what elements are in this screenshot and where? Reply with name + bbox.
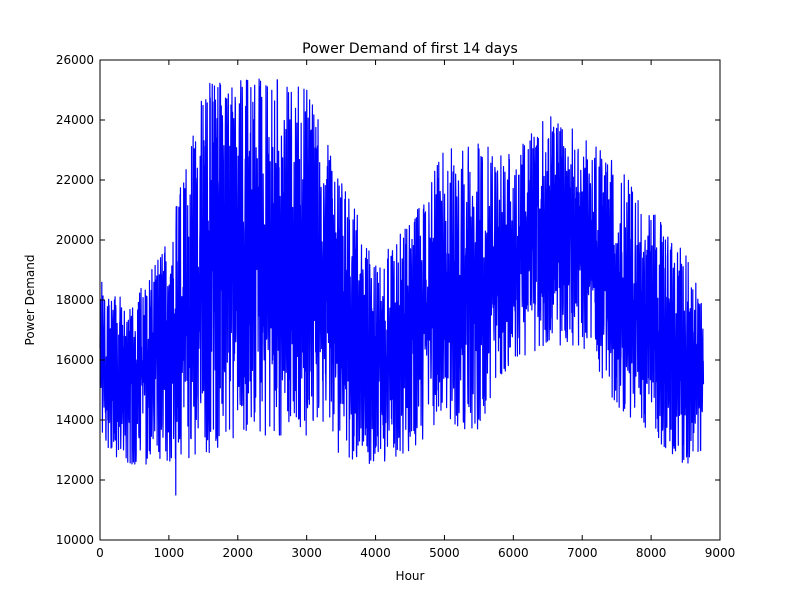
x-tick-label: 0 <box>96 546 104 560</box>
x-tick-label: 4000 <box>360 546 391 560</box>
series-line <box>99 78 705 496</box>
x-tick-label: 6000 <box>498 546 529 560</box>
y-tick-label: 18000 <box>56 293 94 307</box>
y-tick-label: 26000 <box>56 53 94 67</box>
series-layer <box>99 78 705 496</box>
y-tick-label: 16000 <box>56 353 94 367</box>
x-tick-label: 1000 <box>154 546 185 560</box>
x-tick-label: 9000 <box>705 546 736 560</box>
y-tick-label: 14000 <box>56 413 94 427</box>
plot-area: 0 1000 2000 3000 4000 5000 6000 7000 8000 9000 100… <box>56 53 735 560</box>
y-tick-label: 24000 <box>56 113 94 127</box>
chart-title: Power Demand of first 14 days <box>302 41 518 57</box>
x-tick-label: 5000 <box>429 546 460 560</box>
ticks-layer: 0 1000 2000 3000 4000 5000 6000 7000 8000 9000 100… <box>56 53 735 560</box>
x-tick-label: 2000 <box>223 546 254 560</box>
y-tick-label: 22000 <box>56 173 94 187</box>
x-tick-label: 3000 <box>291 546 322 560</box>
x-tick-label: 7000 <box>567 546 598 560</box>
y-tick-label: 20000 <box>56 233 94 247</box>
x-tick-label: 8000 <box>636 546 667 560</box>
x-axis-label: Hour <box>396 569 425 583</box>
y-axis-label: Power Demand <box>23 255 37 346</box>
y-tick-label: 10000 <box>56 533 94 547</box>
y-tick-label: 12000 <box>56 473 94 487</box>
